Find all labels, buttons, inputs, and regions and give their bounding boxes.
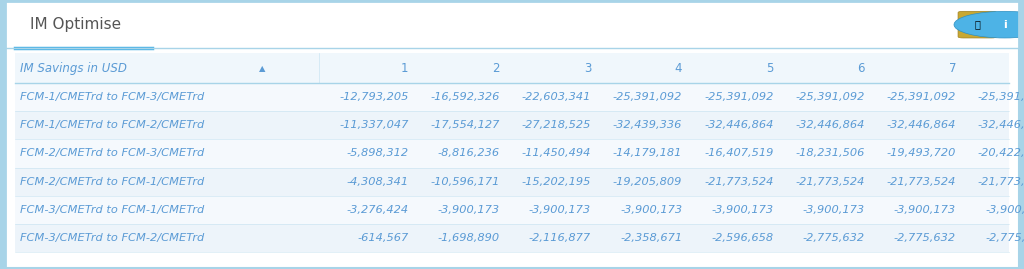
Text: -21,773,524: -21,773,524 [978,177,1024,187]
Text: 2: 2 [493,62,500,75]
Text: 7: 7 [948,62,956,75]
Text: -21,773,524: -21,773,524 [887,177,956,187]
Text: ▲: ▲ [258,63,265,73]
Text: -32,446,864: -32,446,864 [887,120,956,130]
Text: 6: 6 [857,62,865,75]
Text: -3,276,424: -3,276,424 [346,205,409,215]
Text: -25,391,092: -25,391,092 [613,92,682,102]
Text: -3,900,173: -3,900,173 [621,205,682,215]
Text: -11,450,494: -11,450,494 [521,148,591,158]
FancyBboxPatch shape [15,111,1009,139]
Text: 5: 5 [766,62,773,75]
Text: -19,493,720: -19,493,720 [887,148,956,158]
Text: -2,116,877: -2,116,877 [529,233,591,243]
Text: -2,775,632: -2,775,632 [894,233,956,243]
Text: 🔑: 🔑 [975,20,980,30]
Text: 1: 1 [401,62,409,75]
FancyBboxPatch shape [15,168,1009,196]
FancyBboxPatch shape [15,196,1009,224]
FancyBboxPatch shape [15,224,1009,252]
Text: -27,218,525: -27,218,525 [521,120,591,130]
Text: -2,596,658: -2,596,658 [712,233,773,243]
Text: IM Savings in USD: IM Savings in USD [20,62,127,75]
Text: 3: 3 [584,62,591,75]
Text: FCM-3/CMETrd to FCM-2/CMETrd: FCM-3/CMETrd to FCM-2/CMETrd [20,233,205,243]
Text: -22,603,341: -22,603,341 [521,92,591,102]
Text: -4,308,341: -4,308,341 [346,177,409,187]
Text: -11,337,047: -11,337,047 [339,120,409,130]
FancyBboxPatch shape [15,83,1009,111]
FancyBboxPatch shape [954,11,1024,38]
Text: -32,446,864: -32,446,864 [978,120,1024,130]
Text: -16,592,326: -16,592,326 [430,92,500,102]
Text: FCM-1/CMETrd to FCM-3/CMETrd: FCM-1/CMETrd to FCM-3/CMETrd [20,92,205,102]
Text: -19,205,809: -19,205,809 [613,177,682,187]
Text: i: i [1002,20,1007,30]
Text: -10,596,171: -10,596,171 [430,177,500,187]
Text: -3,900,173: -3,900,173 [985,205,1024,215]
Text: -3,900,173: -3,900,173 [894,205,956,215]
Text: FCM-2/CMETrd to FCM-3/CMETrd: FCM-2/CMETrd to FCM-3/CMETrd [20,148,205,158]
Text: -3,900,173: -3,900,173 [437,205,500,215]
Text: -14,179,181: -14,179,181 [613,148,682,158]
Text: -3,900,173: -3,900,173 [803,205,865,215]
Text: FCM-1/CMETrd to FCM-2/CMETrd: FCM-1/CMETrd to FCM-2/CMETrd [20,120,205,130]
Text: -1,698,890: -1,698,890 [437,233,500,243]
Text: -16,407,519: -16,407,519 [705,148,773,158]
Text: -21,773,524: -21,773,524 [796,177,865,187]
Text: -25,391,092: -25,391,092 [978,92,1024,102]
Text: FCM-2/CMETrd to FCM-1/CMETrd: FCM-2/CMETrd to FCM-1/CMETrd [20,177,205,187]
Text: -32,439,336: -32,439,336 [613,120,682,130]
Text: -17,554,127: -17,554,127 [430,120,500,130]
FancyBboxPatch shape [15,139,1009,168]
Text: -15,202,195: -15,202,195 [521,177,591,187]
Text: -614,567: -614,567 [357,233,409,243]
Text: -8,816,236: -8,816,236 [437,148,500,158]
Text: -25,391,092: -25,391,092 [796,92,865,102]
FancyBboxPatch shape [5,1,1019,48]
Text: -12,793,205: -12,793,205 [339,92,409,102]
Text: -20,422,593: -20,422,593 [978,148,1024,158]
FancyBboxPatch shape [5,1,1019,268]
Text: -2,358,671: -2,358,671 [621,233,682,243]
Text: 4: 4 [675,62,682,75]
Text: -32,446,864: -32,446,864 [796,120,865,130]
Text: FCM-3/CMETrd to FCM-1/CMETrd: FCM-3/CMETrd to FCM-1/CMETrd [20,205,205,215]
FancyBboxPatch shape [958,11,996,38]
Text: -21,773,524: -21,773,524 [705,177,773,187]
Text: -25,391,092: -25,391,092 [887,92,956,102]
Text: -3,900,173: -3,900,173 [529,205,591,215]
Text: -25,391,092: -25,391,092 [705,92,773,102]
Text: -18,231,506: -18,231,506 [796,148,865,158]
Text: -3,900,173: -3,900,173 [712,205,773,215]
Text: -32,446,864: -32,446,864 [705,120,773,130]
Text: IM Optimise: IM Optimise [31,17,122,32]
Text: -2,775,632: -2,775,632 [803,233,865,243]
FancyBboxPatch shape [15,53,1009,83]
Text: -5,898,312: -5,898,312 [346,148,409,158]
Text: -2,775,632: -2,775,632 [985,233,1024,243]
